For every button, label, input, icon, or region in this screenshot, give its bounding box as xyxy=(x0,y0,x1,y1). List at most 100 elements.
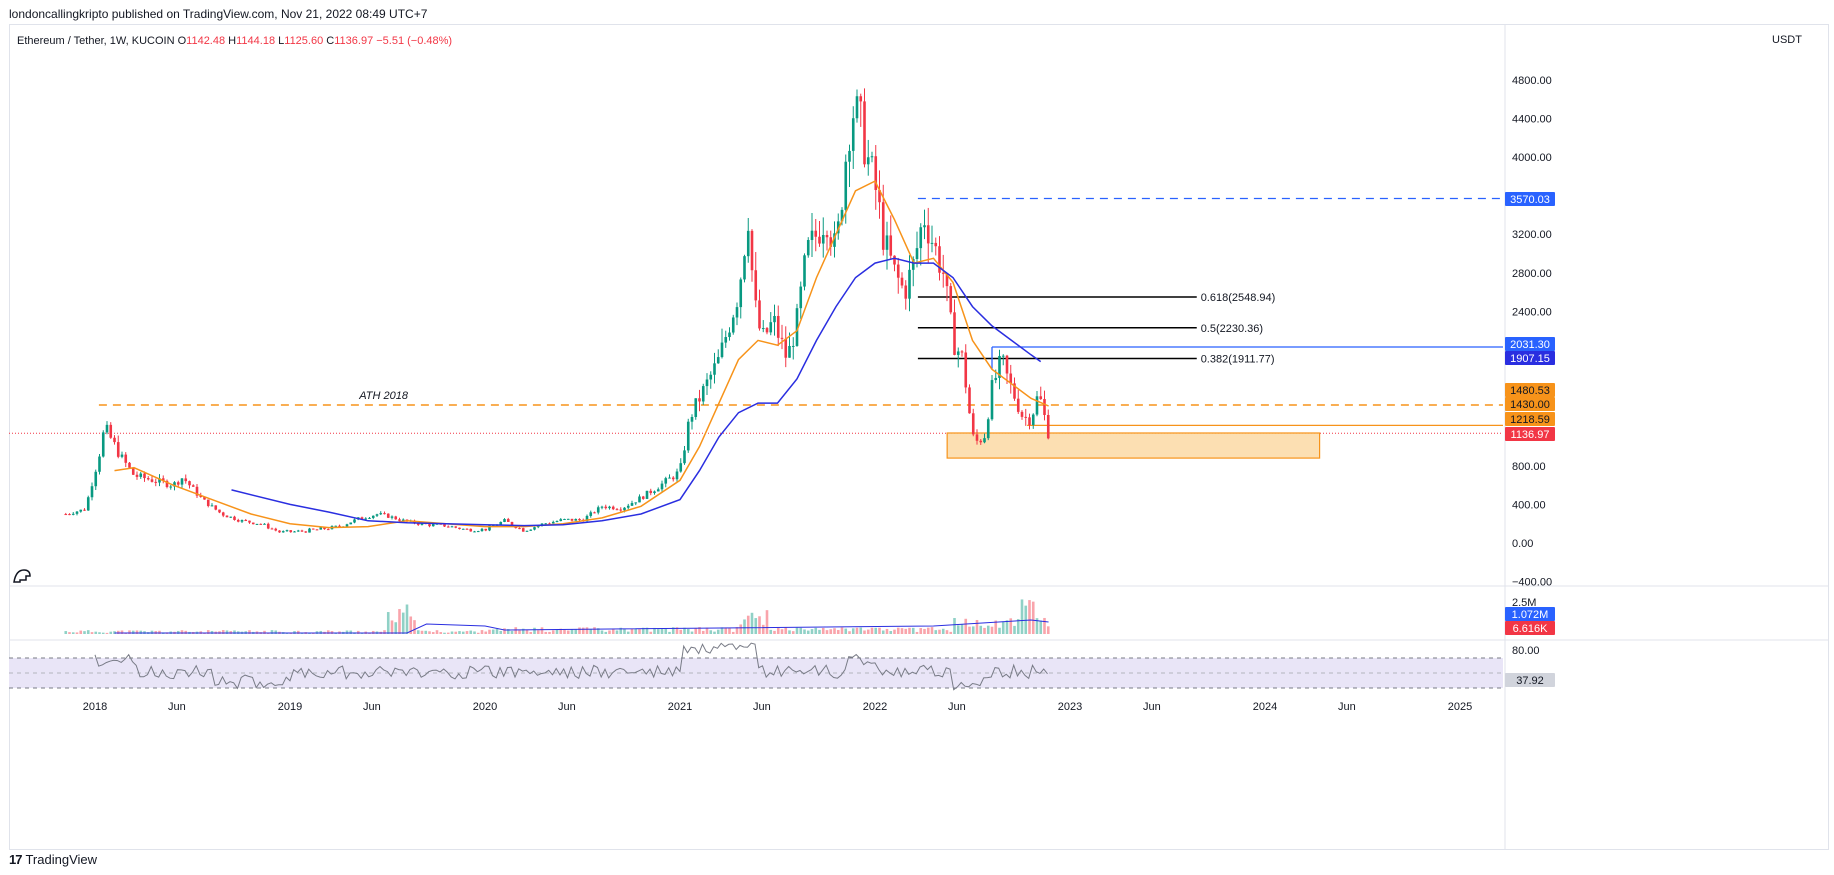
candle-body xyxy=(293,531,296,533)
candle-body xyxy=(390,516,394,518)
candle-body xyxy=(1046,414,1050,439)
candle-body xyxy=(214,505,218,510)
y-tick-label: 2400.00 xyxy=(1512,306,1552,318)
candle-body xyxy=(941,272,945,274)
candle-body xyxy=(323,527,326,530)
candle-body xyxy=(349,522,353,525)
candle-body xyxy=(608,506,611,509)
volume-bar xyxy=(739,624,743,634)
volume-bar xyxy=(424,630,428,634)
candle-body xyxy=(585,515,589,522)
candle-body xyxy=(1039,396,1043,400)
candle-body xyxy=(851,118,855,151)
candle-body xyxy=(859,96,863,102)
volume-tick-label: 2.5M xyxy=(1512,597,1536,609)
candle-body xyxy=(398,519,401,521)
volume-bar xyxy=(75,632,79,634)
volume-bar xyxy=(536,630,540,634)
candle-body xyxy=(716,357,720,364)
candle-body xyxy=(360,517,364,520)
candle-body xyxy=(664,478,668,484)
candle-body xyxy=(128,462,131,468)
volume-bar xyxy=(510,631,514,634)
candle-body xyxy=(394,516,398,520)
volume-bar xyxy=(495,628,499,634)
open-label: O xyxy=(177,35,187,47)
y-tick-label: 400.00 xyxy=(1512,499,1546,511)
candle-body xyxy=(1013,383,1016,399)
volume-bar xyxy=(86,630,90,634)
candle-body xyxy=(818,236,821,244)
tradingview-logo-icon: 17 xyxy=(9,852,23,867)
candle-body xyxy=(1016,398,1020,412)
symbol-title[interactable]: Ethereum / Tether, 1W, KUCOIN xyxy=(17,35,175,47)
x-tick-label: Jun xyxy=(948,701,966,713)
volume-bar xyxy=(889,631,893,634)
candle-body xyxy=(203,496,206,500)
y-tick-label: 800.00 xyxy=(1512,461,1546,473)
volume-bar xyxy=(488,629,491,634)
tradingview-footer[interactable]: 17 TradingView xyxy=(9,852,97,867)
volume-bar xyxy=(398,609,401,634)
x-tick-label: Jun xyxy=(363,701,381,713)
volume-tag xyxy=(1505,607,1555,621)
volume-bar xyxy=(604,631,608,634)
volume-bar xyxy=(83,631,86,634)
x-tick-label: 2021 xyxy=(668,701,692,713)
fib-level-label: 0.618(2548.94) xyxy=(1201,292,1276,304)
volume-bar xyxy=(1001,621,1005,634)
candle-body xyxy=(896,264,900,278)
candle-body xyxy=(986,419,990,439)
candle-body xyxy=(874,156,878,190)
candle-body xyxy=(956,351,960,355)
x-tick-label: Jun xyxy=(1143,701,1161,713)
volume-bar xyxy=(623,628,626,634)
candle-body xyxy=(90,486,94,498)
y-tick-label: 4400.00 xyxy=(1512,113,1552,125)
candle-body xyxy=(934,242,938,247)
price-axis-tag-text: 2031.30 xyxy=(1510,339,1550,351)
volume-bar xyxy=(769,629,773,634)
volume-bar xyxy=(525,629,529,634)
volume-bar xyxy=(641,627,645,634)
volume-bar xyxy=(754,618,758,634)
volume-bar xyxy=(795,627,799,634)
x-tick-label: 2024 xyxy=(1253,701,1277,713)
volume-bar xyxy=(615,630,619,634)
candle-body xyxy=(431,524,435,527)
volume-bar xyxy=(926,627,930,634)
volume-bar xyxy=(986,625,990,634)
candle-body xyxy=(364,518,368,520)
price-axis-tag-text: 1430.00 xyxy=(1510,399,1550,411)
volume-bar xyxy=(859,627,863,634)
candle-body xyxy=(803,255,806,287)
candle-body xyxy=(278,530,281,533)
volume-bar xyxy=(638,629,641,634)
volume-bar xyxy=(675,627,679,634)
volume-bar xyxy=(1035,618,1039,634)
price-axis-tag xyxy=(1505,397,1555,411)
candle-body xyxy=(263,523,266,525)
candle-body xyxy=(165,480,169,488)
volume-bar xyxy=(750,612,754,634)
volume-bar xyxy=(499,630,503,634)
candle-body xyxy=(154,481,158,483)
ema-slow-line xyxy=(231,257,1042,527)
candle-body xyxy=(139,473,143,477)
volume-bar xyxy=(743,619,746,634)
volume-bar xyxy=(885,628,889,634)
candle-body xyxy=(836,221,840,234)
volume-bar xyxy=(394,622,398,634)
volume-bar xyxy=(994,620,998,634)
candle-body xyxy=(589,512,593,516)
candle-body xyxy=(315,529,319,531)
candle-body xyxy=(248,520,251,523)
volume-bar xyxy=(105,632,109,634)
volume-bar xyxy=(443,632,446,634)
volume-bar xyxy=(521,628,525,634)
high-label: H xyxy=(228,35,237,47)
volume-bar xyxy=(450,631,454,634)
fib-level-label: 0.382(1911.77) xyxy=(1201,354,1275,366)
volume-bar xyxy=(908,627,911,634)
